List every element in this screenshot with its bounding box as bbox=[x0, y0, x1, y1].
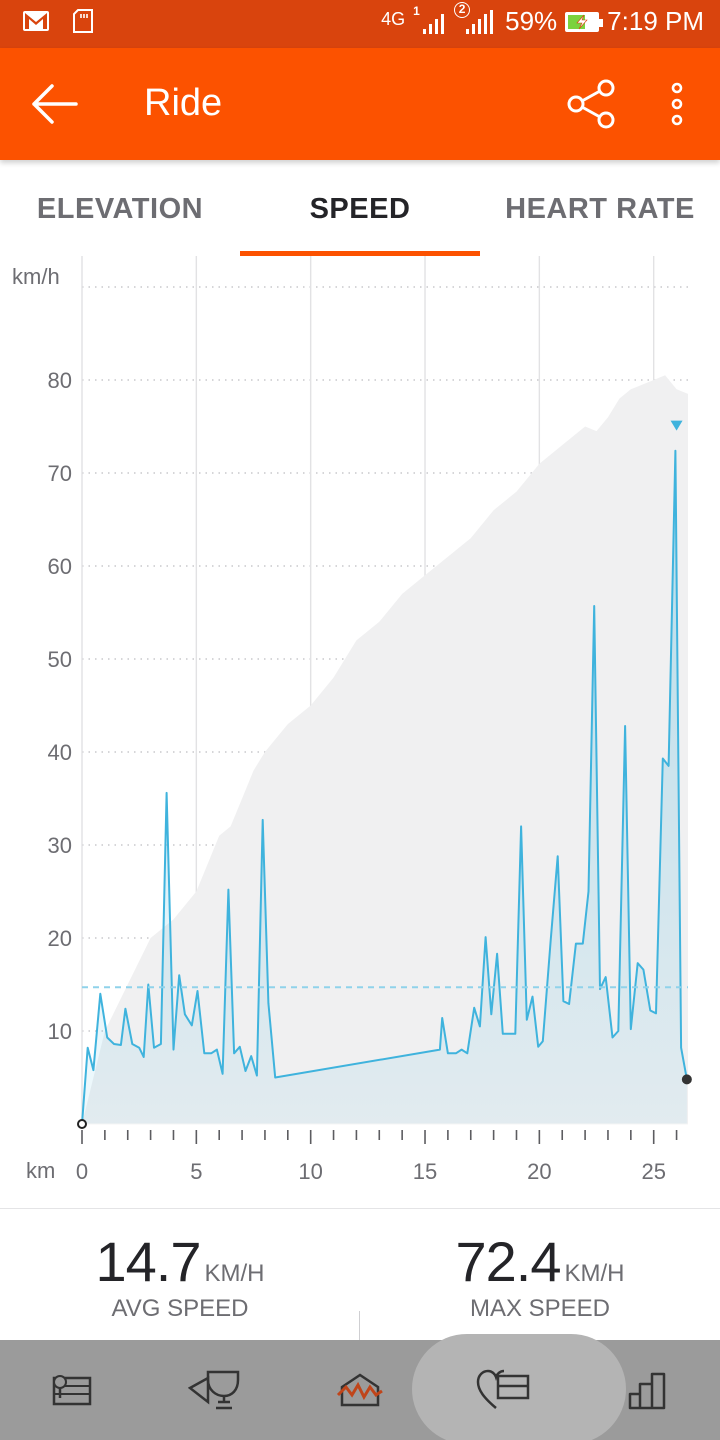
x-axis-unit: km bbox=[26, 1158, 55, 1183]
stats-icon bbox=[628, 1372, 666, 1410]
y-tick-label: 70 bbox=[48, 461, 72, 486]
activity-map-icon bbox=[336, 1373, 383, 1407]
end-marker bbox=[681, 1074, 692, 1085]
chart-axes: 10 20 30 40 50 60 70 80 km/h 0 5 10 15 20 25 km bbox=[12, 264, 688, 1184]
x-tick-label: 0 bbox=[76, 1159, 88, 1184]
nav-challenges[interactable] bbox=[144, 1340, 288, 1440]
sim1-label: 1 bbox=[413, 3, 420, 18]
page-title: Ride bbox=[144, 82, 223, 124]
back-arrow-icon[interactable] bbox=[30, 82, 80, 126]
avg-speed-value: 14.7 bbox=[95, 1230, 202, 1293]
speed-series bbox=[81, 449, 688, 1125]
tab-heart-rate[interactable]: HEART RATE bbox=[505, 193, 695, 225]
signal-icon: 1 bbox=[413, 4, 445, 34]
elevation-area-path bbox=[82, 375, 688, 1124]
elevation-area bbox=[82, 375, 688, 1124]
nav-feed[interactable] bbox=[0, 1340, 144, 1440]
nav-heart-rate[interactable] bbox=[432, 1340, 576, 1440]
y-tick-label: 80 bbox=[48, 368, 72, 393]
x-tick-label: 20 bbox=[527, 1159, 551, 1184]
x-tick-label: 15 bbox=[413, 1159, 437, 1184]
y-tick-label: 20 bbox=[48, 926, 72, 951]
x-tick-label: 25 bbox=[641, 1159, 665, 1184]
trophy-icon bbox=[188, 1370, 240, 1410]
max-speed-stat: 72.4 KM/H MAX SPEED bbox=[360, 1209, 720, 1341]
x-tick-label: 10 bbox=[298, 1159, 322, 1184]
speed-chart-svg: 10 20 30 40 50 60 70 80 km/h 0 5 10 15 20 25 km bbox=[12, 256, 692, 1184]
tab-elevation[interactable]: ELEVATION bbox=[36, 193, 204, 225]
x-tick-label: 5 bbox=[190, 1159, 202, 1184]
sim2-label: 2 bbox=[454, 1, 471, 18]
heart-rate-icon bbox=[476, 1369, 530, 1409]
y-axis-unit: km/h bbox=[12, 264, 60, 289]
nav-activity-map[interactable] bbox=[288, 1340, 432, 1440]
stats-panel: 14.7 KM/H AVG SPEED 72.4 KM/H MAX SPEED bbox=[0, 1208, 720, 1341]
sd-card-icon bbox=[73, 9, 93, 33]
app-bar: Ride bbox=[0, 48, 720, 160]
nav-stats[interactable] bbox=[576, 1340, 720, 1440]
tab-speed[interactable]: SPEED bbox=[240, 160, 480, 256]
gmail-icon bbox=[23, 11, 49, 31]
y-tick-label: 30 bbox=[48, 833, 72, 858]
overflow-menu-icon[interactable] bbox=[660, 78, 694, 130]
chart-tabs: ELEVATION SPEED HEART RATE bbox=[0, 160, 720, 256]
speed-line bbox=[81, 449, 688, 1125]
signal-icon: 2 bbox=[454, 1, 494, 34]
battery-charging-icon bbox=[565, 11, 604, 32]
network-type: 4G bbox=[381, 9, 406, 29]
chart-markers bbox=[77, 420, 692, 1129]
speed-chart[interactable]: 10 20 30 40 50 60 70 80 km/h 0 5 10 15 20 25 km bbox=[0, 256, 720, 1208]
y-tick-label: 50 bbox=[48, 647, 72, 672]
avg-speed-label: AVG SPEED bbox=[111, 1295, 249, 1322]
start-marker bbox=[77, 1119, 87, 1129]
avg-speed-stat: 14.7 KM/H AVG SPEED bbox=[0, 1209, 360, 1341]
share-icon[interactable] bbox=[566, 78, 618, 130]
y-tick-label: 40 bbox=[48, 740, 72, 765]
clock: 7:19 PM bbox=[607, 6, 704, 36]
max-speed-label: MAX SPEED bbox=[469, 1295, 611, 1322]
max-speed-unit: KM/H bbox=[564, 1260, 625, 1287]
max-speed-value: 72.4 bbox=[455, 1230, 562, 1293]
y-tick-label: 60 bbox=[48, 554, 72, 579]
feed-icon bbox=[52, 1375, 92, 1406]
battery-percent: 59% bbox=[505, 6, 558, 36]
max-speed-marker bbox=[670, 420, 683, 431]
avg-speed-unit: KM/H bbox=[204, 1260, 265, 1287]
bottom-nav bbox=[0, 1334, 720, 1440]
status-bar: 4G 1 2 59% 7:19 PM bbox=[0, 0, 720, 48]
y-tick-label: 10 bbox=[48, 1019, 72, 1044]
stats-divider bbox=[359, 1311, 360, 1341]
